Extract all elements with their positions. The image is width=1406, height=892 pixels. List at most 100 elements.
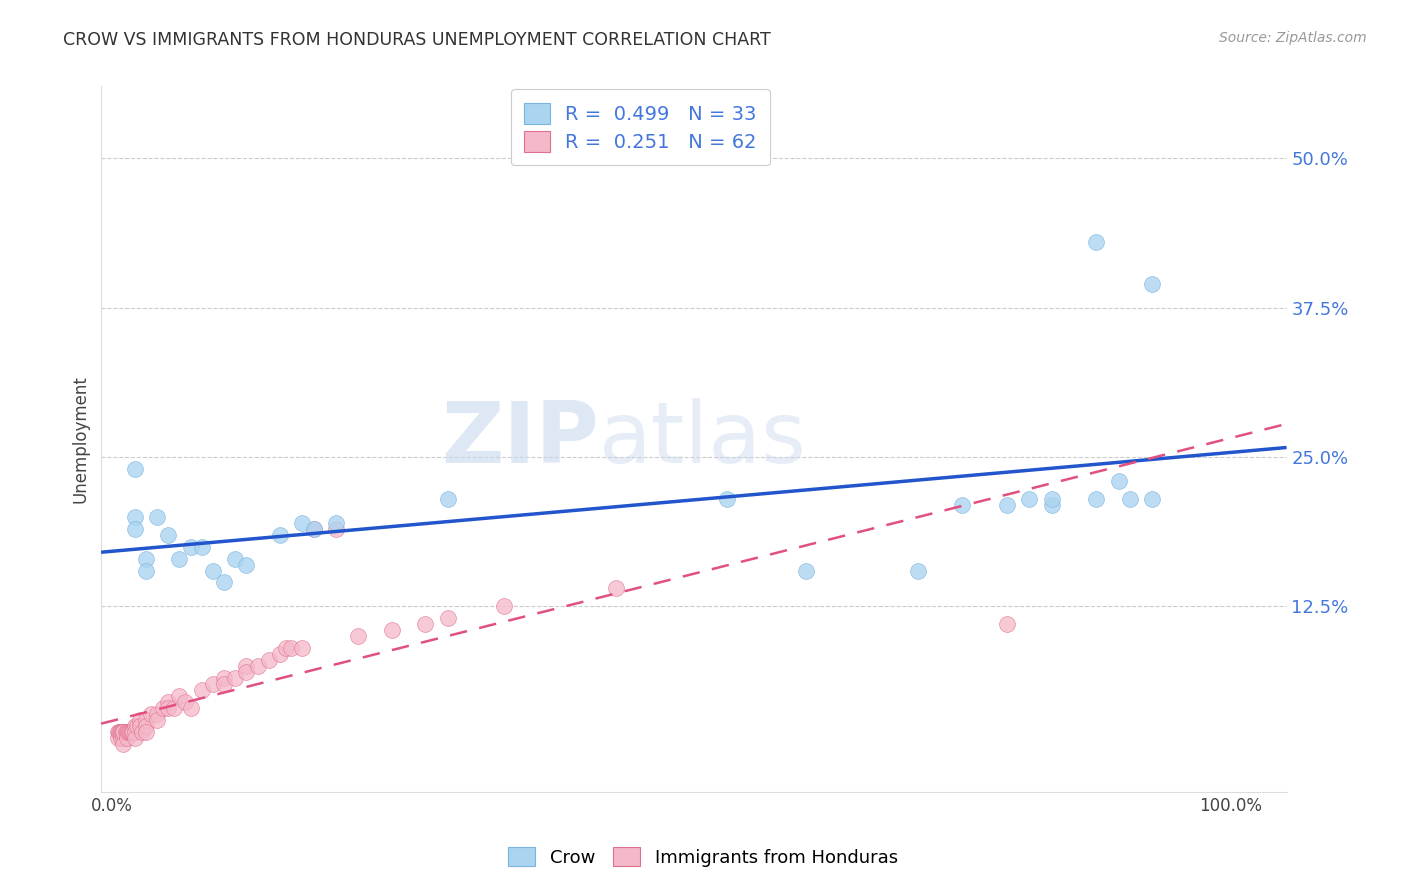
Point: [381, 624, 404, 638]
Point: [112, 725, 135, 739]
Point: [190, 540, 212, 554]
Point: [112, 737, 135, 751]
Point: [274, 641, 297, 656]
Point: [1142, 491, 1164, 506]
Point: [325, 516, 347, 530]
Point: [169, 689, 191, 703]
Point: [114, 725, 136, 739]
Point: [1108, 474, 1130, 488]
Point: [117, 725, 139, 739]
Point: [124, 725, 146, 739]
Point: [135, 719, 157, 733]
Point: [224, 551, 246, 566]
Point: [235, 665, 257, 680]
Point: [135, 564, 157, 578]
Point: [122, 725, 145, 739]
Point: [269, 647, 291, 661]
Point: [108, 725, 131, 739]
Point: [201, 564, 224, 578]
Point: [995, 617, 1018, 632]
Point: [212, 575, 235, 590]
Point: [129, 719, 152, 733]
Legend: R =  0.499   N = 33, R =  0.251   N = 62: R = 0.499 N = 33, R = 0.251 N = 62: [510, 89, 770, 165]
Point: [212, 671, 235, 685]
Point: [157, 527, 180, 541]
Point: [201, 677, 224, 691]
Point: [124, 719, 146, 733]
Point: [1142, 277, 1164, 291]
Point: [115, 731, 138, 745]
Point: [110, 725, 132, 739]
Point: [415, 617, 437, 632]
Point: [1085, 491, 1108, 506]
Point: [146, 713, 169, 727]
Point: [180, 540, 202, 554]
Point: [235, 659, 257, 673]
Point: [257, 653, 280, 667]
Point: [135, 725, 157, 739]
Point: [436, 491, 458, 506]
Point: [152, 701, 174, 715]
Point: [124, 462, 146, 476]
Point: [1085, 235, 1108, 249]
Text: CROW VS IMMIGRANTS FROM HONDURAS UNEMPLOYMENT CORRELATION CHART: CROW VS IMMIGRANTS FROM HONDURAS UNEMPLO…: [63, 31, 770, 49]
Point: [1018, 491, 1040, 506]
Point: [212, 677, 235, 691]
Point: [716, 491, 738, 506]
Point: [1119, 491, 1142, 506]
Point: [141, 706, 163, 721]
Point: [125, 719, 148, 733]
Point: [146, 706, 169, 721]
Text: ZIP: ZIP: [441, 398, 599, 481]
Point: [121, 725, 143, 739]
Point: [169, 551, 191, 566]
Point: [1040, 491, 1063, 506]
Point: [280, 641, 302, 656]
Point: [112, 731, 135, 745]
Point: [111, 725, 134, 739]
Point: [995, 498, 1018, 512]
Point: [124, 522, 146, 536]
Point: [157, 701, 180, 715]
Point: [302, 522, 325, 536]
Point: [291, 641, 314, 656]
Point: [115, 725, 138, 739]
Point: [118, 725, 141, 739]
Point: [157, 695, 180, 709]
Point: [120, 725, 142, 739]
Point: [129, 713, 152, 727]
Point: [492, 599, 515, 614]
Point: [302, 522, 325, 536]
Point: [124, 731, 146, 745]
Point: [146, 509, 169, 524]
Point: [235, 558, 257, 572]
Point: [347, 629, 370, 643]
Point: [110, 731, 132, 745]
Point: [291, 516, 314, 530]
Text: atlas: atlas: [599, 398, 807, 481]
Point: [180, 701, 202, 715]
Point: [224, 671, 246, 685]
Point: [269, 527, 291, 541]
Point: [325, 522, 347, 536]
Point: [190, 683, 212, 698]
Point: [163, 701, 186, 715]
Point: [107, 731, 129, 745]
Point: [112, 725, 135, 739]
Point: [108, 725, 131, 739]
Point: [107, 725, 129, 739]
Point: [120, 725, 142, 739]
Point: [131, 725, 153, 739]
Point: [135, 713, 157, 727]
Text: Source: ZipAtlas.com: Source: ZipAtlas.com: [1219, 31, 1367, 45]
Point: [907, 564, 929, 578]
Point: [135, 551, 157, 566]
Y-axis label: Unemployment: Unemployment: [72, 376, 89, 503]
Point: [794, 564, 817, 578]
Point: [124, 509, 146, 524]
Point: [436, 611, 458, 625]
Point: [1040, 498, 1063, 512]
Point: [246, 659, 269, 673]
Legend: Crow, Immigrants from Honduras: Crow, Immigrants from Honduras: [501, 840, 905, 874]
Point: [174, 695, 197, 709]
